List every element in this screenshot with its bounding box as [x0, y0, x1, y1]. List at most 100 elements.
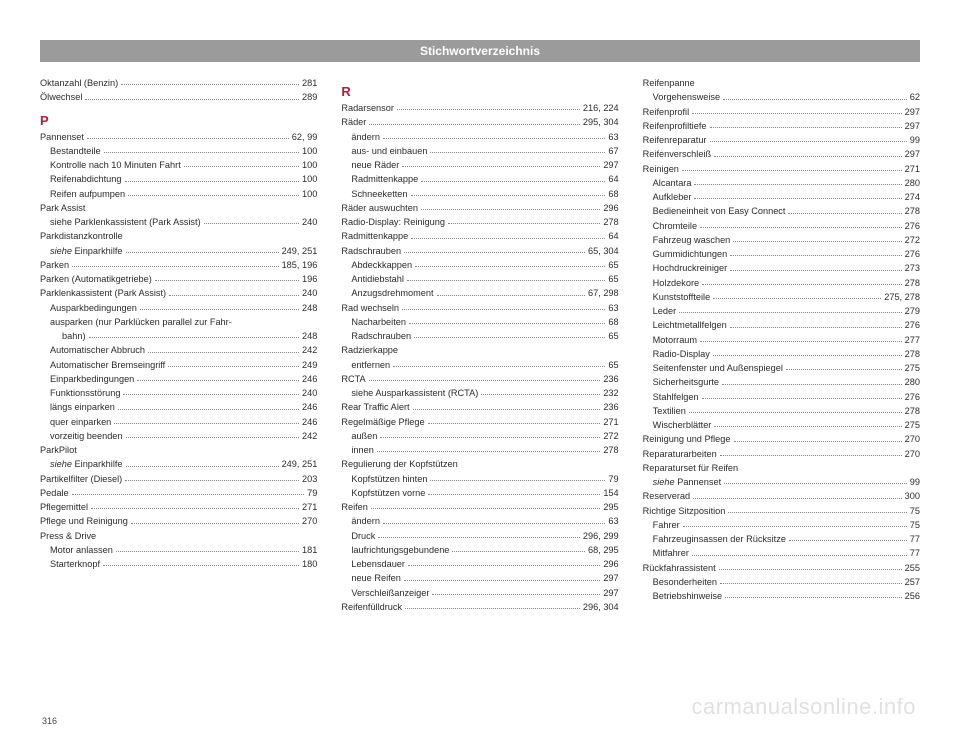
entry-label: Bedieneinheit von Easy Connect: [653, 204, 786, 218]
index-entry: Funktionsstörung240: [40, 386, 317, 400]
index-entry: Räder auswuchten296: [341, 201, 618, 215]
index-entry: Radzierkappe: [341, 343, 618, 357]
entry-label: ändern: [351, 130, 380, 144]
entry-page: 297: [905, 119, 920, 133]
index-entry: Reifen aufpumpen100: [40, 187, 317, 201]
entry-label: quer einparken: [50, 415, 111, 429]
entry-page: 249, 251: [282, 457, 318, 471]
entry-label: siehe Pannenset: [653, 475, 721, 489]
entry-label: Reparaturset für Reifen: [643, 461, 739, 475]
leader-dots: [448, 223, 600, 224]
entry-page: 256: [905, 589, 920, 603]
entry-page: 62, 99: [292, 130, 318, 144]
leader-dots: [103, 565, 299, 566]
index-entry: ändern63: [341, 130, 618, 144]
index-entry: Stahlfelgen276: [643, 390, 920, 404]
entry-page: 100: [302, 187, 317, 201]
entry-label: Pannenset: [40, 130, 84, 144]
leader-dots: [204, 223, 299, 224]
index-entry: Automatischer Abbruch242: [40, 343, 317, 357]
entry-label: Radschrauben: [351, 329, 411, 343]
index-entry: längs einparken246: [40, 400, 317, 414]
index-entry: Regulierung der Kopfstützen: [341, 457, 618, 471]
index-entry: laufrichtungsgebundene68, 295: [341, 543, 618, 557]
header-bar: Stichwortverzeichnis: [40, 40, 920, 62]
section-letter: P: [40, 113, 317, 128]
entry-page: 300: [905, 489, 920, 503]
entry-page: 64: [608, 229, 618, 243]
entry-label: Reinigung und Pflege: [643, 432, 731, 446]
entry-page: 180: [302, 557, 317, 571]
entry-label: Gummidichtungen: [653, 247, 728, 261]
entry-page: 270: [905, 447, 920, 461]
entry-label: ParkPilot: [40, 443, 77, 457]
index-entry: Aufkleber274: [643, 190, 920, 204]
leader-dots: [91, 508, 299, 509]
entry-label: Schneeketten: [351, 187, 407, 201]
leader-dots: [89, 337, 299, 338]
entry-page: 249, 251: [282, 244, 318, 258]
entry-page: 270: [302, 514, 317, 528]
leader-dots: [126, 466, 279, 467]
leader-dots: [404, 252, 585, 253]
entry-page: 249: [302, 358, 317, 372]
index-column: RRadarsensor216, 224Räder295, 304ändern6…: [341, 76, 618, 614]
index-entry: Pflege und Reinigung270: [40, 514, 317, 528]
leader-dots: [168, 366, 299, 367]
entry-label: Starterknopf: [50, 557, 100, 571]
index-entry: Fahrzeug waschen272: [643, 233, 920, 247]
entry-page: 257: [905, 575, 920, 589]
index-entry: Pflegemittel271: [40, 500, 317, 514]
index-entry: vorzeitig beenden242: [40, 429, 317, 443]
entry-label: Besonderheiten: [653, 575, 717, 589]
entry-label: Fahrzeug waschen: [653, 233, 731, 247]
entry-page: 278: [905, 347, 920, 361]
leader-dots: [734, 441, 902, 442]
index-entry: Anzugsdrehmoment67, 298: [341, 286, 618, 300]
leader-dots: [725, 597, 902, 598]
entry-label: Kopfstützen vorne: [351, 486, 425, 500]
leader-dots: [694, 198, 901, 199]
index-entry: ParkPilot: [40, 443, 317, 457]
index-entry: Parken (Automatikgetriebe)196: [40, 272, 317, 286]
leader-dots: [693, 498, 901, 499]
leader-dots: [414, 337, 605, 338]
entry-label: Antidiebstahl: [351, 272, 404, 286]
index-entry: Radmittenkappe64: [341, 172, 618, 186]
entry-label: ändern: [351, 514, 380, 528]
index-entry: Reifenprofiltiefe297: [643, 119, 920, 133]
index-entry: Reifenprofil297: [643, 105, 920, 119]
entry-label: RCTA: [341, 372, 365, 386]
index-entry: Wischerblätter275: [643, 418, 920, 432]
entry-label: Kopfstützen hinten: [351, 472, 427, 486]
entry-page: 275: [905, 418, 920, 432]
page-number: 316: [42, 716, 57, 726]
leader-dots: [730, 327, 902, 328]
leader-dots: [694, 184, 901, 185]
index-entry: Leder279: [643, 304, 920, 318]
entry-page: 240: [302, 286, 317, 300]
leader-dots: [405, 608, 580, 609]
entry-page: 65: [608, 329, 618, 343]
leader-dots: [383, 523, 605, 524]
entry-label: längs einparken: [50, 400, 115, 414]
entry-page: 296: [603, 201, 618, 215]
index-entry: Rückfahrassistent255: [643, 561, 920, 575]
entry-label: Park Assist: [40, 201, 85, 215]
entry-page: 255: [905, 561, 920, 575]
leader-dots: [72, 266, 278, 267]
entry-label: Pedale: [40, 486, 69, 500]
leader-dots: [131, 523, 299, 524]
entry-label: Reserverad: [643, 489, 691, 503]
entry-label: Reifenreparatur: [643, 133, 707, 147]
entry-label: Motorraum: [653, 333, 697, 347]
leader-dots: [369, 124, 580, 125]
entry-label: Holzdekore: [653, 276, 699, 290]
index-entry: innen278: [341, 443, 618, 457]
entry-label: vorzeitig beenden: [50, 429, 123, 443]
leader-dots: [140, 309, 299, 310]
leader-dots: [402, 309, 605, 310]
leader-dots: [720, 455, 902, 456]
entry-page: 278: [905, 404, 920, 418]
entry-label: Parken (Automatikgetriebe): [40, 272, 152, 286]
